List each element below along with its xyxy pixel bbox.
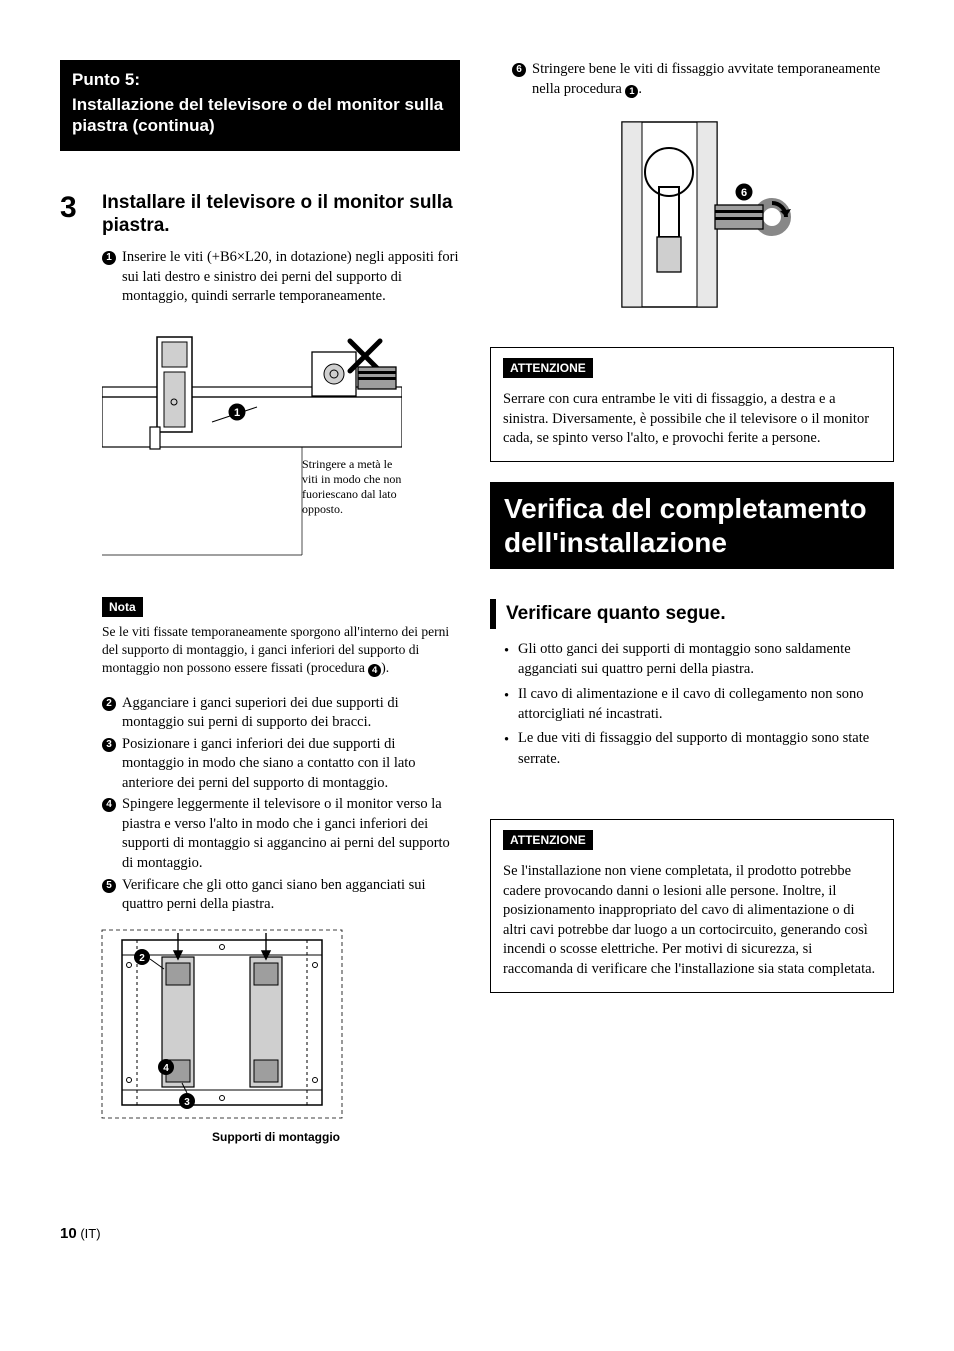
svg-text:2: 2: [139, 953, 145, 964]
figure-2: 2 4 3 Supporti di montaggio: [92, 925, 460, 1145]
svg-text:1: 1: [234, 407, 240, 419]
subsection-heading: Verificare quanto segue.: [490, 599, 894, 629]
note-label: Nota: [102, 597, 143, 617]
circled-1-icon: 1: [102, 251, 116, 265]
substep-6-text: Stringere bene le viti di fissaggio avvi…: [532, 60, 894, 99]
step-number: 3: [60, 193, 88, 239]
substep-1: 1 Inserire le viti (+B6×L20, in dotazion…: [102, 248, 460, 307]
substep-4-text: Spingere leggermente il televisore o il …: [122, 795, 460, 873]
substep-6-a: Stringere bene le viti di fissaggio avvi…: [532, 61, 880, 97]
bullet-3: Le due viti di fissaggio del supporto di…: [518, 728, 894, 769]
substep-5: 5 Verificare che gli otto ganci siano be…: [102, 876, 460, 915]
substep-1-text: Inserire le viti (+B6×L20, in dotazione)…: [122, 248, 460, 307]
note-text-a: Se le viti fissate temporaneamente sporg…: [102, 624, 449, 675]
svg-text:3: 3: [184, 1097, 190, 1108]
bullet-icon: •: [504, 641, 510, 680]
circled-1-ref-icon: 1: [625, 85, 638, 98]
svg-text:6: 6: [741, 187, 747, 199]
caution-label-2: ATTENZIONE: [503, 830, 593, 850]
bullet-icon: •: [504, 686, 510, 725]
circled-3-icon: 3: [102, 738, 116, 752]
caution-label-1: ATTENZIONE: [503, 358, 593, 378]
circled-2-icon: 2: [102, 697, 116, 711]
figure-1: 1 Stringere a metà le viti in modo che n…: [102, 317, 460, 577]
substep-3: 3 Posizionare i ganci inferiori dei due …: [102, 735, 460, 794]
substep-3-text: Posizionare i ganci inferiori dei due su…: [122, 735, 460, 794]
circled-5-icon: 5: [102, 879, 116, 893]
circled-4-icon: 4: [102, 798, 116, 812]
bullet-1: Gli otto ganci dei supporti di montaggio…: [518, 639, 894, 680]
step-title: Installare il televisore o il monitor su…: [102, 191, 460, 239]
substep-2-text: Agganciare i ganci superiori dei due sup…: [122, 694, 460, 733]
caution-text-2: Se l'installazione non viene completata,…: [503, 862, 881, 979]
svg-text:4: 4: [163, 1063, 169, 1074]
header-line2: Installazione del televisore o del monit…: [72, 94, 448, 137]
page-footer: 10 (IT): [60, 1225, 894, 1242]
note-text-b: ).: [381, 660, 389, 675]
substep-6-b: .: [638, 81, 642, 97]
substep-4: 4 Spingere leggermente il televisore o i…: [102, 795, 460, 873]
figure-2-caption: Supporti di montaggio: [92, 1129, 460, 1145]
bullet-list: •Gli otto ganci dei supporti di montaggi…: [504, 639, 894, 769]
figure-1-hint: Stringere a metà le viti in modo che non…: [302, 457, 402, 517]
caution-box-1: ATTENZIONE Serrare con cura entrambe le …: [490, 347, 894, 462]
note-block: Nota Se le viti fissate temporaneamente …: [102, 597, 460, 678]
caution-box-2: ATTENZIONE Se l'installazione non viene …: [490, 819, 894, 993]
page-number: 10: [60, 1225, 77, 1242]
circled-6-icon: 6: [512, 63, 526, 77]
substep-2: 2 Agganciare i ganci superiori dei due s…: [102, 694, 460, 733]
header-line1: Punto 5:: [72, 70, 448, 90]
substep-5-text: Verificare che gli otto ganci siano ben …: [122, 876, 460, 915]
section-header: Punto 5: Installazione del televisore o …: [60, 60, 460, 151]
bullet-icon: •: [504, 730, 510, 769]
step-row: 3 Installare il televisore o il monitor …: [60, 191, 460, 239]
circled-4-icon: 4: [368, 664, 381, 677]
figure-3: 6: [562, 117, 894, 317]
substep-6: 6 Stringere bene le viti di fissaggio av…: [512, 60, 894, 99]
caution-text-1: Serrare con cura entrambe le viti di fis…: [503, 390, 881, 449]
page-lang: (IT): [80, 1226, 100, 1241]
bullet-2: Il cavo di alimentazione e il cavo di co…: [518, 684, 894, 725]
section-title: Verifica del completamento dell'installa…: [490, 482, 894, 569]
